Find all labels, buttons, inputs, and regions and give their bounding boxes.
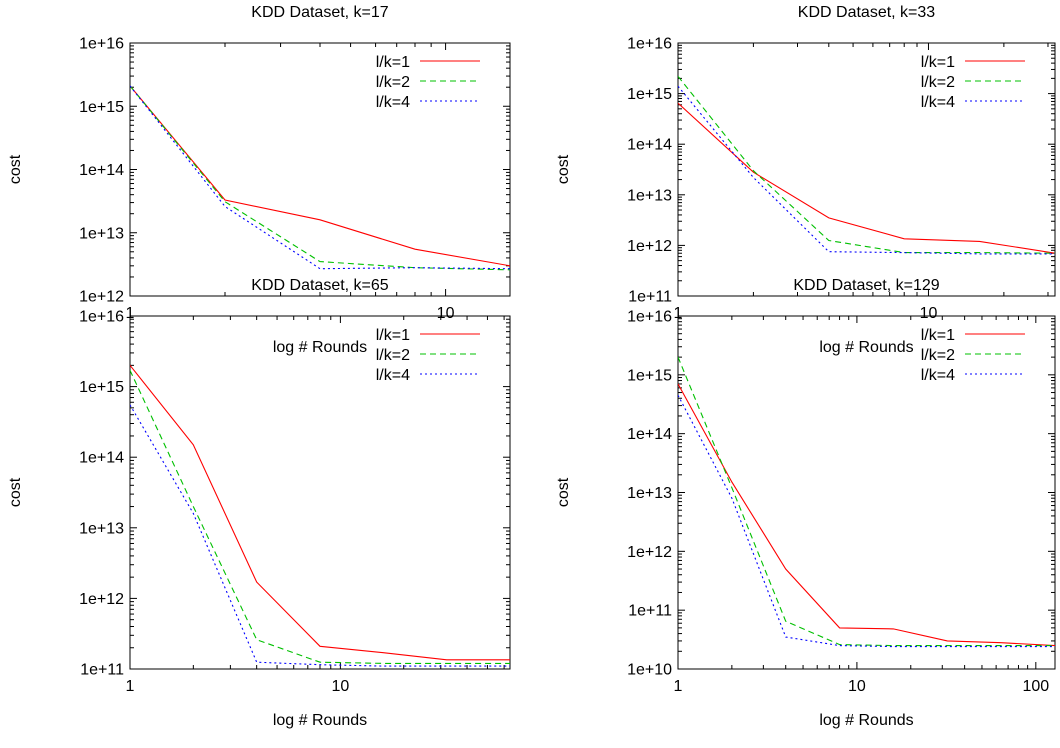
y-tick-label: 1e+14 (627, 426, 672, 443)
x-tick-label: 10 (848, 678, 866, 695)
legend-label: l/k=4 (921, 367, 955, 384)
chart-title: KDD Dataset, k=17 (251, 4, 389, 21)
legend-label: l/k=4 (921, 94, 955, 111)
y-axis-label: cost (555, 154, 572, 184)
x-tick-label: 1 (674, 678, 683, 695)
y-tick-label: 1e+14 (79, 450, 124, 467)
y-tick-label: 1e+16 (627, 309, 672, 326)
series-line-l-k-4 (130, 85, 510, 270)
legend-label: l/k=2 (921, 347, 955, 364)
series-line-l-k-2 (678, 75, 1055, 254)
y-tick-label: 1e+12 (79, 289, 124, 306)
x-axis-label: log # Rounds (273, 339, 367, 356)
y-tick-label: 1e+13 (79, 520, 124, 537)
y-tick-label: 1e+15 (627, 367, 672, 384)
series-line-l-k-1 (130, 364, 510, 661)
legend-label: l/k=4 (376, 367, 410, 384)
legend-label: l/k=1 (376, 327, 410, 344)
series-line-l-k-2 (130, 370, 510, 664)
series-line-l-k-1 (678, 383, 1055, 647)
x-axis-label: log # Rounds (273, 712, 367, 729)
legend-label: l/k=2 (376, 74, 410, 91)
series-line-l-k-1 (678, 102, 1055, 254)
y-axis-label: cost (7, 154, 24, 184)
x-tick-label: 1 (126, 305, 135, 322)
y-tick-label: 1e+11 (628, 289, 672, 306)
y-tick-label: 1e+11 (628, 603, 672, 620)
x-axis-label: log # Rounds (819, 712, 913, 729)
legend-label: l/k=2 (921, 74, 955, 91)
y-axis-label: cost (555, 477, 572, 507)
chart-title: KDD Dataset, k=33 (798, 4, 936, 21)
series-line-l-k-4 (678, 394, 1055, 648)
series-line-l-k-2 (678, 356, 1055, 647)
y-tick-label: 1e+13 (79, 225, 124, 242)
series-line-l-k-1 (130, 85, 510, 267)
y-tick-label: 1e+10 (627, 662, 672, 679)
series-line-l-k-4 (678, 85, 1055, 255)
y-tick-label: 1e+12 (627, 238, 672, 255)
y-tick-label: 1e+14 (79, 162, 124, 179)
y-axis-label: cost (7, 477, 24, 507)
x-tick-label: 10 (920, 305, 938, 322)
legend-label: l/k=1 (921, 327, 955, 344)
y-tick-label: 1e+16 (79, 309, 124, 326)
chart-title: KDD Dataset, k=129 (793, 277, 939, 294)
chart-title: KDD Dataset, k=65 (251, 277, 389, 294)
y-tick-label: 1e+11 (80, 662, 124, 679)
x-tick-label: 100 (1022, 678, 1049, 695)
x-tick-label: 10 (437, 305, 455, 322)
x-tick-label: 1 (674, 305, 683, 322)
legend-label: l/k=1 (921, 54, 955, 71)
x-tick-label: 10 (331, 678, 349, 695)
y-tick-label: 1e+15 (79, 99, 124, 116)
y-tick-label: 1e+15 (627, 86, 672, 103)
x-axis-label: log # Rounds (819, 339, 913, 356)
y-tick-label: 1e+15 (79, 379, 124, 396)
legend-label: l/k=2 (376, 347, 410, 364)
y-tick-label: 1e+12 (79, 591, 124, 608)
y-tick-label: 1e+13 (627, 485, 672, 502)
series-line-l-k-4 (130, 404, 510, 667)
y-tick-label: 1e+13 (627, 187, 672, 204)
plot-frame (677, 315, 1056, 670)
y-tick-label: 1e+14 (627, 137, 672, 154)
y-tick-label: 1e+16 (627, 36, 672, 53)
legend-label: l/k=1 (376, 54, 410, 71)
series-line-l-k-2 (130, 85, 510, 271)
y-tick-label: 1e+16 (79, 36, 124, 53)
legend-label: l/k=4 (376, 94, 410, 111)
x-tick-label: 1 (126, 678, 135, 695)
plot-frame (677, 42, 1056, 297)
y-tick-label: 1e+12 (627, 544, 672, 561)
